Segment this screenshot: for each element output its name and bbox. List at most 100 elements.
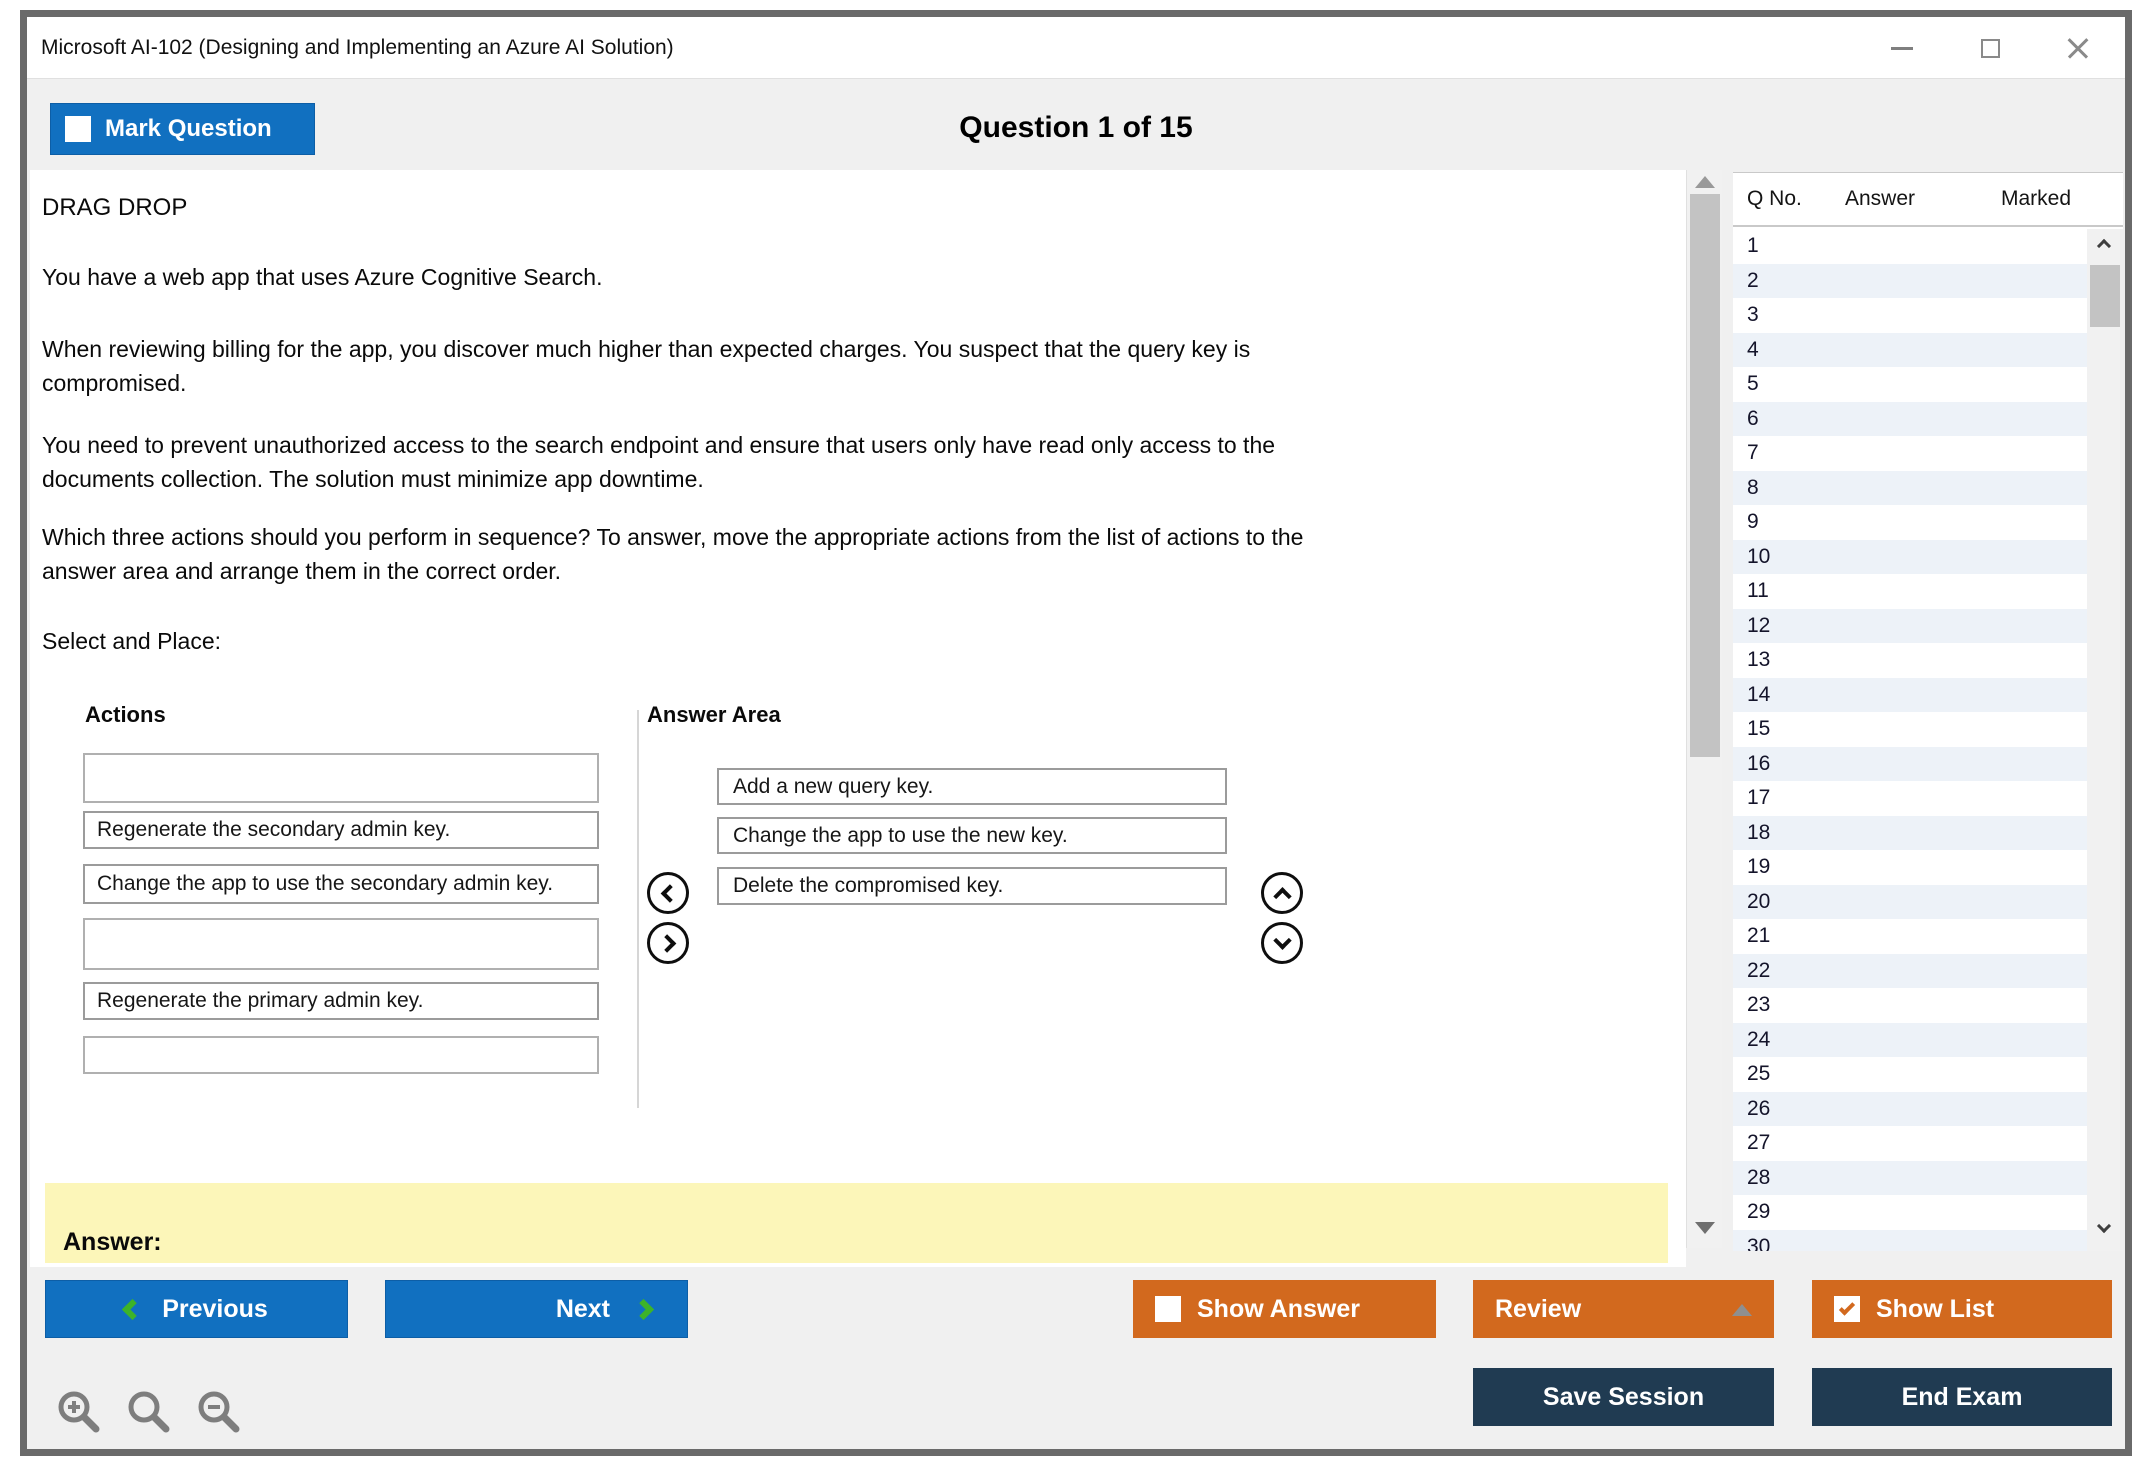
question-number: 8 [1747,475,1759,499]
question-number: 27 [1747,1131,1771,1155]
question-list-row[interactable]: 26 [1733,1091,2087,1126]
question-paragraph: Which three actions should you perform i… [42,524,1304,584]
question-number: 13 [1747,648,1771,672]
triangle-up-icon [1732,1304,1752,1316]
question-list-row[interactable]: 29 [1733,1195,2087,1230]
action-item[interactable]: Change the app to use the secondary admi… [83,864,599,904]
question-list-row[interactable]: 12 [1733,608,2087,643]
close-button[interactable] [2065,35,2091,61]
mark-question-label: Mark Question [105,115,272,142]
question-number: 23 [1747,993,1771,1017]
question-list-row[interactable]: 11 [1733,574,2087,609]
show-answer-checkbox[interactable] [1155,1296,1181,1322]
review-button[interactable]: Review [1473,1280,1774,1338]
question-number: 20 [1747,889,1771,913]
show-answer-button[interactable]: Show Answer [1133,1280,1436,1338]
answer-area-item[interactable]: Add a new query key. [717,768,1227,805]
question-number: 14 [1747,682,1771,706]
question-list-row[interactable]: 17 [1733,781,2087,816]
question-list-row[interactable]: 9 [1733,505,2087,540]
actions-column-title: Actions [85,702,166,727]
end-exam-button[interactable]: End Exam [1812,1368,2112,1426]
action-item[interactable]: Regenerate the primary admin key. [83,982,599,1020]
select-and-place-label: Select and Place: [42,628,222,654]
magnifier-icon[interactable] [125,1388,173,1436]
question-number: 22 [1747,958,1771,982]
zoom-out-icon[interactable] [195,1388,243,1436]
show-list-button[interactable]: Show List [1812,1280,2112,1338]
question-list-row[interactable]: 10 [1733,539,2087,574]
maximize-button[interactable] [1977,35,2003,61]
scroll-down-icon[interactable] [1695,1222,1715,1234]
answer-area-column-title: Answer Area [647,702,781,727]
zoom-in-icon[interactable] [55,1388,103,1436]
action-item-empty[interactable] [83,1036,599,1074]
mark-question-button[interactable]: Mark Question [50,103,315,155]
question-list-row[interactable]: 7 [1733,436,2087,471]
question-list-row[interactable]: 1 [1733,229,2087,264]
question-list-row[interactable]: 23 [1733,988,2087,1023]
scroll-down-icon[interactable] [2096,1218,2112,1234]
question-number: 12 [1747,613,1771,637]
zoom-toolbar [55,1388,243,1436]
question-paragraphs: You have a web app that uses Azure Cogni… [30,260,1686,588]
question-list-row[interactable]: 25 [1733,1057,2087,1092]
scroll-up-icon[interactable] [1695,176,1715,188]
move-up-button[interactable] [1261,872,1303,914]
question-list-row[interactable]: 24 [1733,1022,2087,1057]
question-list-row[interactable]: 3 [1733,298,2087,333]
question-list-row[interactable]: 2 [1733,263,2087,298]
question-list-row[interactable]: 16 [1733,746,2087,781]
scrollbar-thumb[interactable] [1690,194,1720,757]
answer-area-item[interactable]: Delete the compromised key. [717,867,1227,905]
sidebar-scrollbar[interactable] [2087,229,2123,1251]
chevron-down-icon [1272,930,1292,950]
mark-question-checkbox[interactable] [65,116,91,142]
question-number: 4 [1747,337,1759,361]
chevron-left-icon [660,883,679,903]
question-number: 3 [1747,303,1759,327]
question-list-row[interactable]: 27 [1733,1126,2087,1161]
action-item[interactable]: Regenerate the secondary admin key. [83,811,599,849]
question-scrollbar[interactable] [1686,170,1722,1248]
question-list-row[interactable]: 14 [1733,677,2087,712]
question-paragraph: You have a web app that uses Azure Cogni… [42,264,603,290]
question-number: 15 [1747,717,1771,741]
question-list-row[interactable]: 5 [1733,367,2087,402]
question-paragraph: You need to prevent unauthorized access … [42,432,1276,492]
move-down-button[interactable] [1261,922,1303,964]
question-list-header: Q No. Answer Marked [1733,173,2123,227]
chevron-right-icon [632,1298,655,1320]
previous-label: Previous [162,1294,268,1323]
answer-reveal-band: Answer: [45,1183,1668,1263]
save-session-button[interactable]: Save Session [1473,1368,1774,1426]
move-left-button[interactable] [647,872,689,914]
move-right-button[interactable] [647,922,689,964]
action-item-empty[interactable] [83,753,599,803]
question-list-row[interactable]: 15 [1733,712,2087,747]
question-list-row[interactable]: 30 [1733,1229,2087,1251]
question-list-row[interactable]: 13 [1733,643,2087,678]
next-button[interactable]: Next [385,1280,688,1338]
review-label: Review [1495,1294,1582,1323]
column-header-marked: Marked [2001,187,2072,210]
minimize-button[interactable] [1889,35,1915,61]
scroll-up-icon[interactable] [2096,238,2112,254]
question-list-row[interactable]: 28 [1733,1160,2087,1195]
show-list-checkbox[interactable] [1834,1296,1860,1322]
check-icon [1838,1298,1856,1316]
previous-button[interactable]: Previous [45,1280,348,1338]
question-list-row[interactable]: 20 [1733,884,2087,919]
question-list-row[interactable]: 6 [1733,401,2087,436]
question-list-row[interactable]: 21 [1733,919,2087,954]
answer-area-item[interactable]: Change the app to use the new key. [717,817,1227,854]
question-list-row[interactable]: 18 [1733,815,2087,850]
question-list-row[interactable]: 22 [1733,953,2087,988]
action-item-empty[interactable] [83,918,599,970]
question-list-row[interactable]: 8 [1733,470,2087,505]
scrollbar-thumb[interactable] [2090,265,2120,327]
show-answer-label: Show Answer [1197,1294,1360,1323]
question-list-row[interactable]: 4 [1733,332,2087,367]
window-controls [1889,17,2091,79]
question-list-row[interactable]: 19 [1733,850,2087,885]
